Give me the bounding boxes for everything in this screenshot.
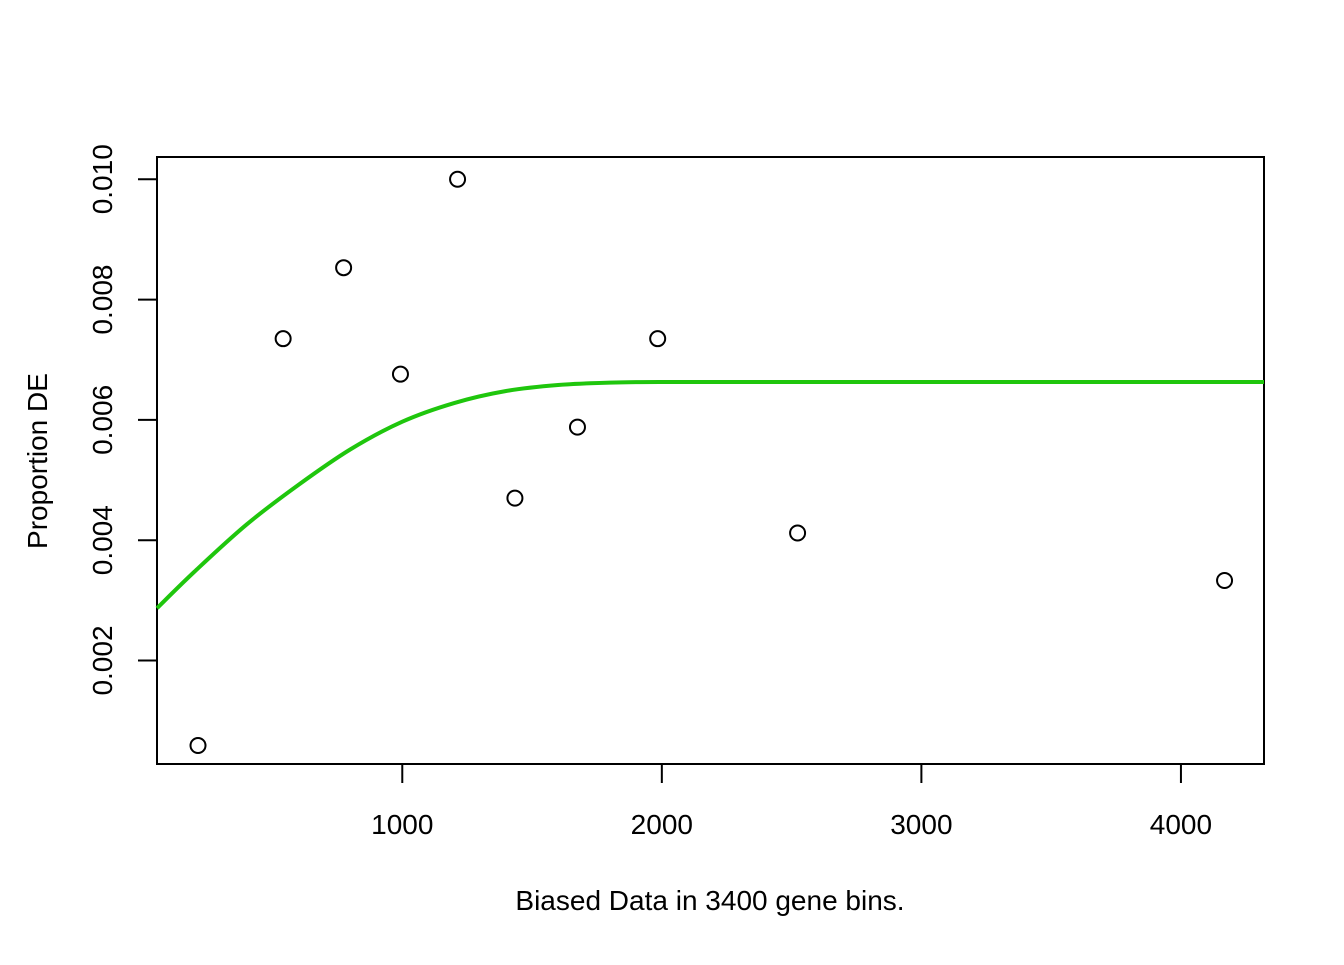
data-point — [1216, 572, 1234, 590]
x-axis-label: Biased Data in 3400 gene bins. — [515, 885, 904, 916]
y-axis: 0.002 0.004 0.006 0.008 0.010 — [87, 144, 158, 696]
data-point — [189, 736, 207, 754]
y-tick-label: 0.004 — [87, 505, 118, 575]
x-tick-label: 3000 — [890, 809, 952, 840]
y-tick-label: 0.008 — [87, 265, 118, 335]
plot-frame — [156, 156, 1265, 765]
x-tick-label: 1000 — [371, 809, 433, 840]
data-point — [449, 170, 467, 188]
y-tick-label: 0.006 — [87, 385, 118, 455]
fit-line — [155, 379, 1264, 610]
data-point — [274, 330, 292, 348]
data-point — [335, 259, 353, 277]
data-point — [391, 365, 409, 383]
fit-line-layer — [155, 379, 1264, 610]
x-axis: 1000 2000 3000 4000 — [371, 763, 1212, 840]
y-tick-label: 0.002 — [87, 625, 118, 695]
data-point — [568, 418, 586, 436]
y-tick-label: 0.010 — [87, 144, 118, 214]
data-point — [506, 489, 524, 507]
data-points — [189, 170, 1234, 754]
data-point — [789, 524, 807, 542]
data-point — [649, 330, 667, 348]
x-tick-label: 4000 — [1150, 809, 1212, 840]
x-tick-label: 2000 — [631, 809, 693, 840]
y-axis-label: Proportion DE — [22, 373, 53, 549]
